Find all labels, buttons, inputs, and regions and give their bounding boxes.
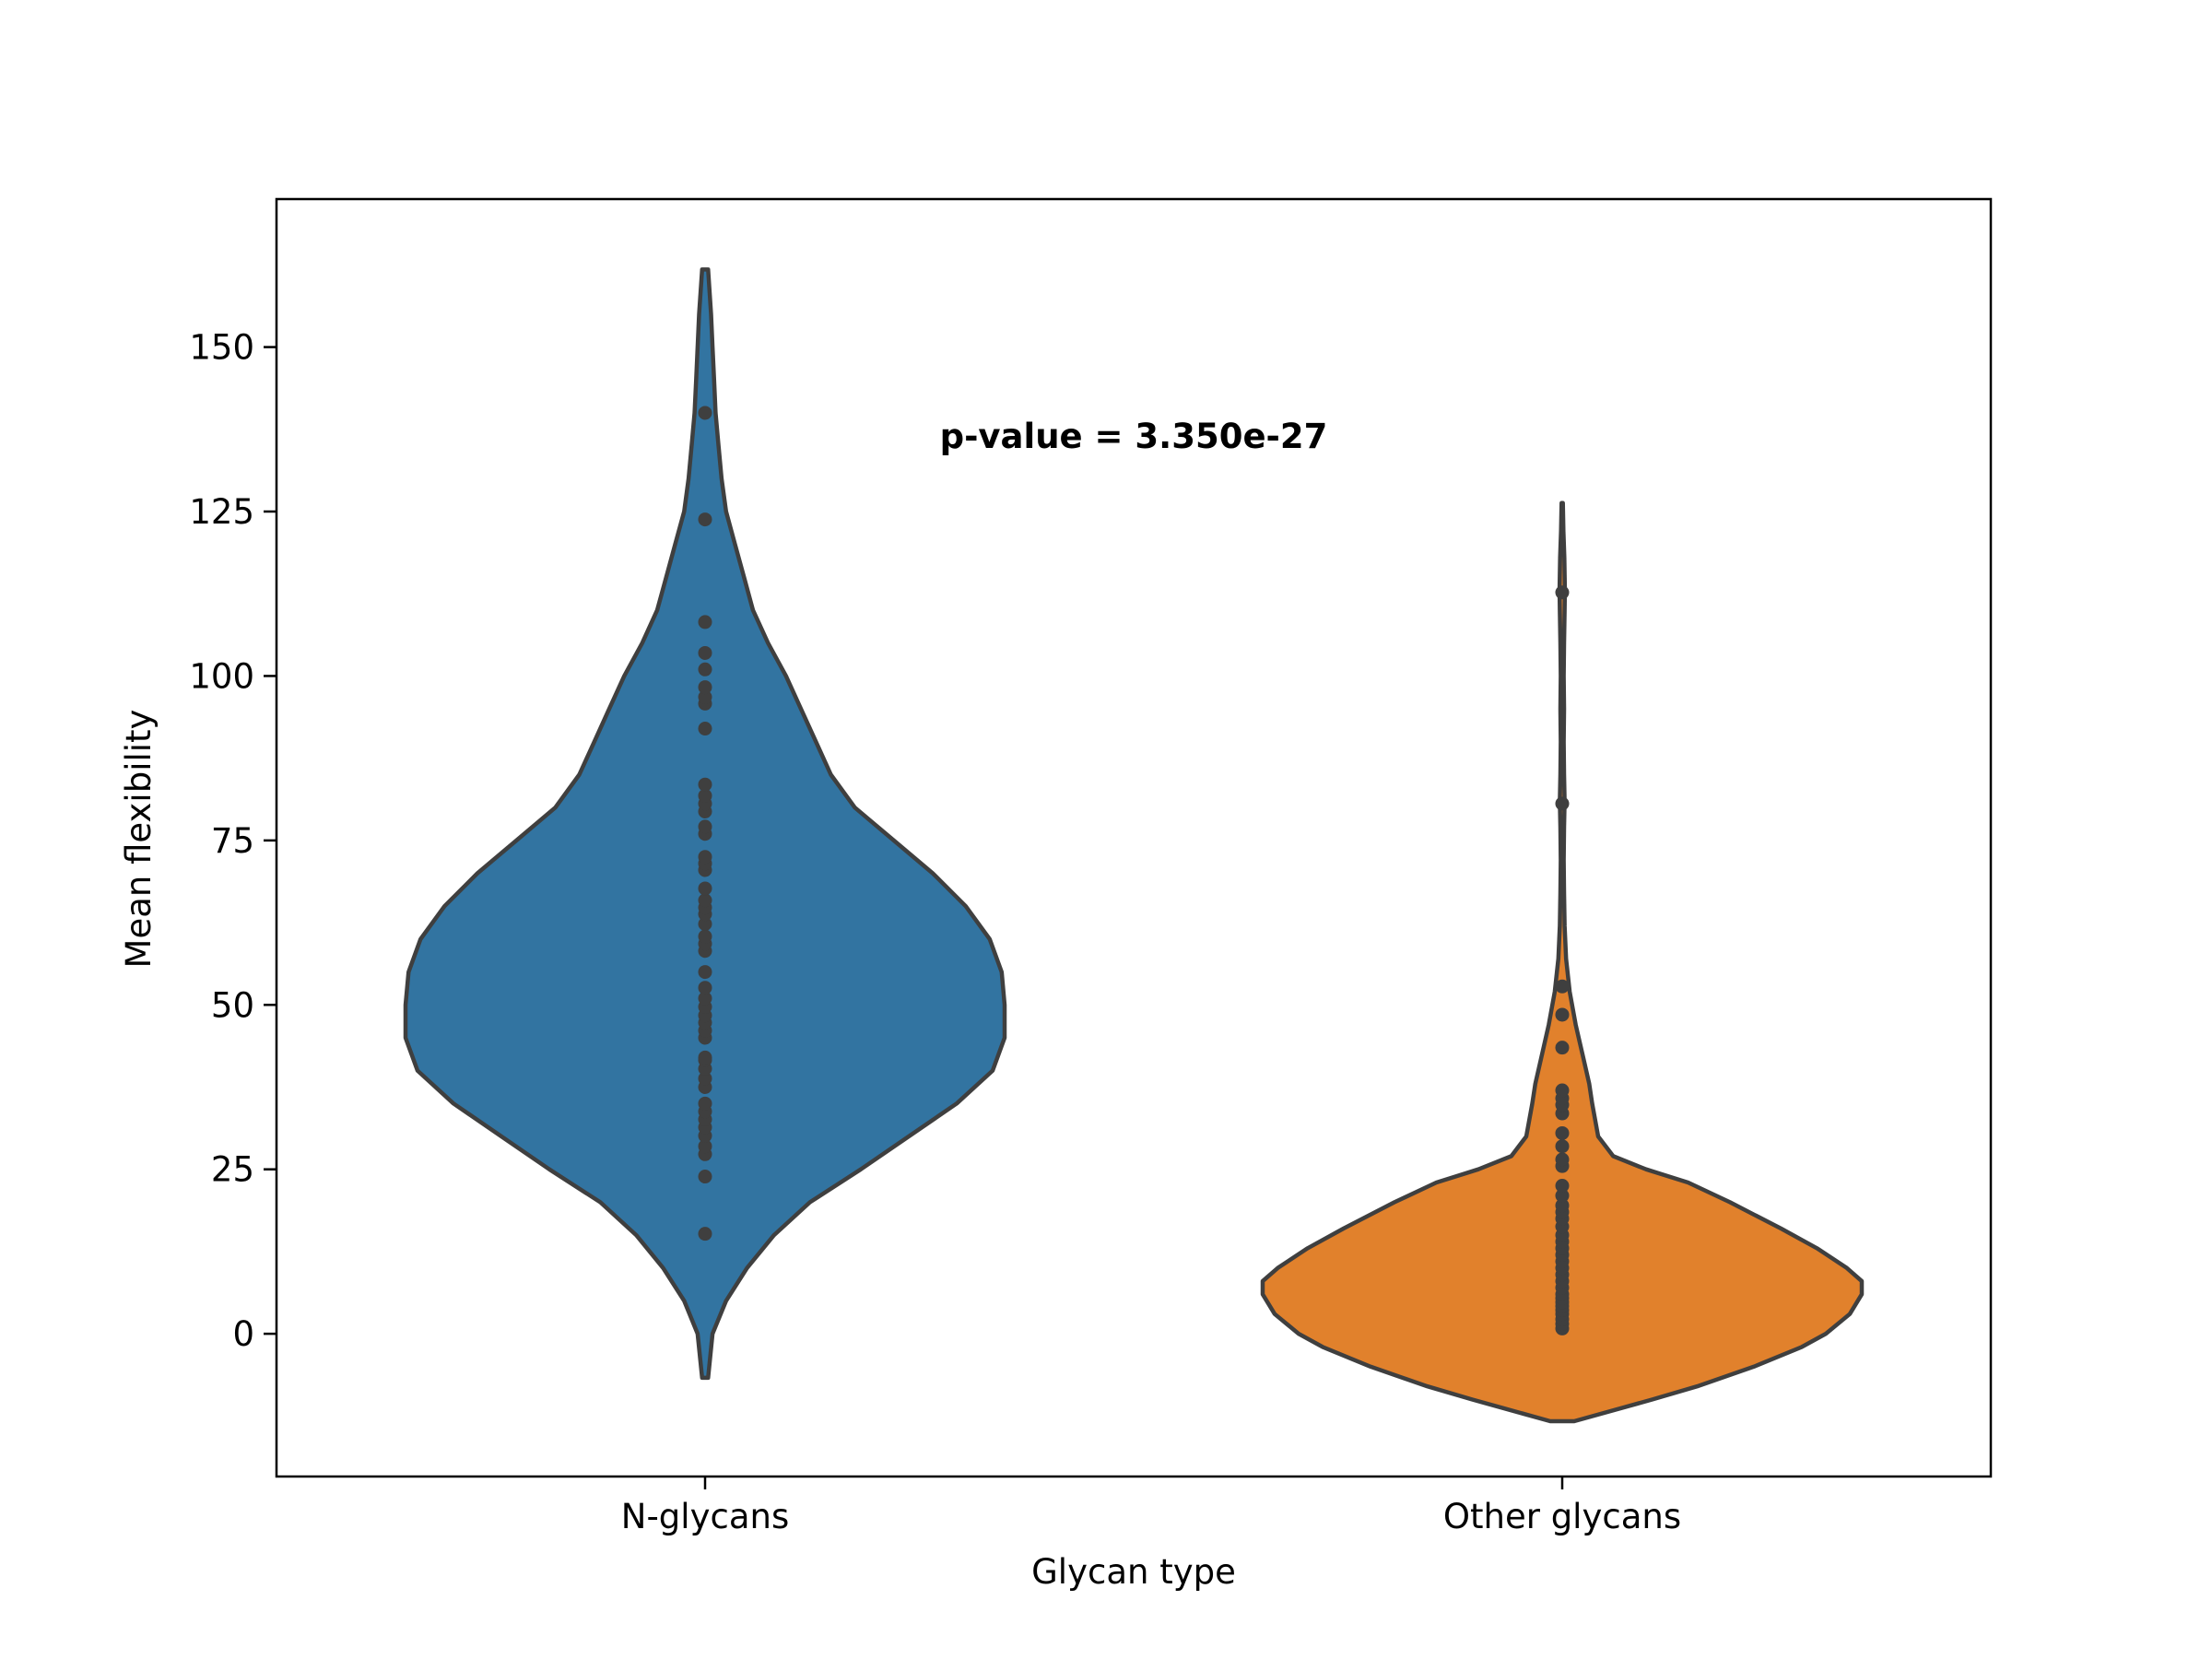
data-point: [698, 893, 712, 908]
data-point: [698, 1096, 712, 1111]
data-point: [698, 680, 712, 695]
data-point: [698, 1050, 712, 1065]
data-point: [698, 991, 712, 1006]
x-tick-label: N-glycans: [621, 1497, 789, 1536]
data-point: [1555, 796, 1570, 811]
points-layer: [698, 406, 1570, 1335]
y-axis: 0 25 50 75 100 125 150: [189, 328, 276, 1354]
data-point: [1555, 1083, 1570, 1098]
violin-other-glycans: [1260, 500, 1865, 1424]
y-tick-label: 125: [189, 492, 254, 532]
data-point: [698, 1227, 712, 1241]
data-point: [1555, 1139, 1570, 1154]
data-point: [1555, 1125, 1570, 1140]
data-point: [1555, 585, 1570, 600]
data-point: [698, 615, 712, 629]
data-point: [1555, 1179, 1570, 1194]
x-axis-label: Glycan type: [1031, 1552, 1236, 1592]
data-point: [698, 819, 712, 834]
data-point: [698, 645, 712, 660]
data-point: [698, 662, 712, 677]
data-point: [698, 916, 712, 931]
data-point: [698, 881, 712, 896]
x-tick-label: Other glycans: [1443, 1497, 1681, 1536]
data-point: [698, 1170, 712, 1184]
data-point: [698, 722, 712, 736]
data-point: [698, 512, 712, 527]
data-point: [698, 689, 712, 704]
data-point: [1555, 1188, 1570, 1203]
data-point: [698, 406, 712, 420]
x-axis: N-glycans Other glycans: [621, 1477, 1681, 1536]
data-point: [1555, 1152, 1570, 1167]
data-point: [698, 981, 712, 995]
data-point: [1555, 1041, 1570, 1055]
p-value-annotation: p-value = 3.350e-27: [940, 417, 1328, 456]
data-point: [698, 777, 712, 792]
plot-area-frame: [275, 197, 1993, 1478]
y-axis-label: Mean flexibility: [119, 710, 159, 969]
data-point: [698, 929, 712, 944]
y-tick-label: 50: [211, 985, 254, 1025]
data-point: [698, 788, 712, 803]
data-point: [698, 965, 712, 980]
data-point: [698, 850, 712, 865]
data-point: [1555, 1198, 1570, 1213]
y-tick-label: 150: [189, 328, 254, 368]
data-point: [698, 1071, 712, 1086]
y-tick-label: 0: [232, 1314, 254, 1354]
data-point: [1555, 979, 1570, 994]
data-point: [698, 1139, 712, 1154]
y-tick-label: 75: [211, 821, 254, 861]
y-tick-label: 25: [211, 1150, 254, 1190]
y-tick-label: 100: [189, 656, 254, 696]
data-point: [1555, 1007, 1570, 1022]
